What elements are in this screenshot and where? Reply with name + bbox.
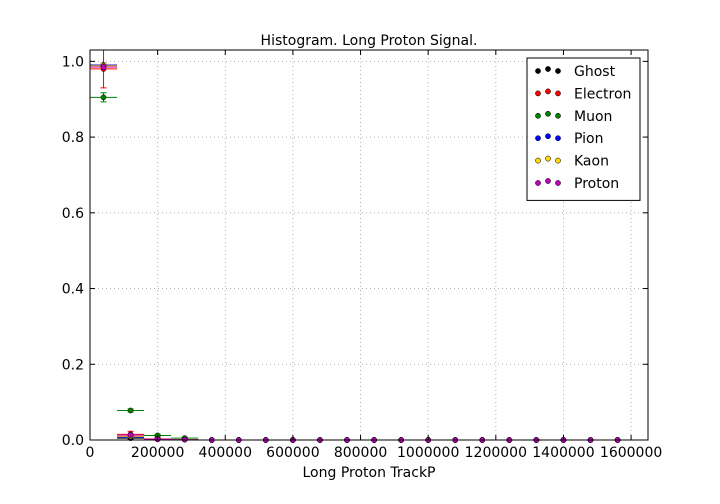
legend-marker [555, 90, 561, 97]
x-tick-label: 0 [86, 445, 95, 461]
x-tick-label: 400000 [199, 445, 252, 461]
data-point [100, 64, 107, 70]
legend-marker [555, 180, 561, 186]
legend-label: Electron [574, 86, 631, 102]
legend: Ghost Electron Muon Pion Kaon Proton [526, 57, 641, 201]
y-axis-ticks: 0.0 0.2 0.4 0.6 0.8 1.0 [62, 54, 648, 449]
legend-marker [535, 112, 541, 119]
legend-marker [545, 178, 551, 184]
legend-label: Muon [574, 109, 612, 125]
y-tick-label: 1.0 [62, 54, 84, 70]
x-tick-label: 800000 [334, 445, 387, 461]
legend-entry: Muon [535, 109, 612, 125]
legend-entry: Kaon [535, 154, 609, 170]
legend-marker [535, 135, 541, 142]
legend-marker [535, 157, 541, 164]
legend-entry: Proton [535, 176, 619, 192]
x-tick-label: 1200000 [465, 445, 527, 461]
legend-marker [545, 88, 551, 95]
x-axis-ticks: 0 200000 400000 600000 800000 1000000 1200000 1… [86, 50, 662, 461]
x-tick-label: 1600000 [600, 445, 662, 461]
legend-label: Pion [574, 131, 603, 147]
legend-marker [535, 90, 541, 97]
legend-entry: Electron [535, 86, 631, 102]
legend-marker [535, 180, 541, 186]
y-tick-label: 0.6 [62, 206, 84, 222]
x-tick-label: 1000000 [397, 445, 459, 461]
data-point [127, 432, 134, 438]
x-tick-label: 600000 [266, 445, 319, 461]
legend-marker [535, 68, 541, 74]
legend-marker [555, 68, 561, 74]
data-point [127, 407, 134, 414]
x-tick-label: 1400000 [532, 445, 594, 461]
legend-marker [545, 155, 551, 162]
y-tick-label: 0.0 [62, 433, 84, 449]
legend-marker [555, 157, 561, 164]
y-tick-label: 0.8 [62, 130, 84, 146]
legend-marker [545, 133, 551, 140]
legend-entry: Ghost [535, 64, 616, 80]
legend-marker [555, 112, 561, 119]
legend-marker [545, 110, 551, 117]
legend-label: Kaon [574, 154, 609, 170]
legend-label: Proton [574, 176, 619, 192]
data-point [100, 94, 107, 101]
x-axis-label: Long Proton TrackP [303, 465, 436, 481]
legend-marker [555, 135, 561, 142]
legend-box [526, 57, 641, 201]
chart-title: Histogram. Long Proton Signal. [261, 33, 478, 49]
legend-label: Ghost [574, 64, 616, 80]
plot-frame [89, 49, 649, 441]
legend-marker [545, 66, 551, 72]
y-tick-label: 0.4 [62, 282, 84, 298]
x-tick-label: 200000 [131, 445, 184, 461]
y-tick-label: 0.2 [62, 357, 84, 373]
legend-entry: Pion [535, 131, 603, 147]
